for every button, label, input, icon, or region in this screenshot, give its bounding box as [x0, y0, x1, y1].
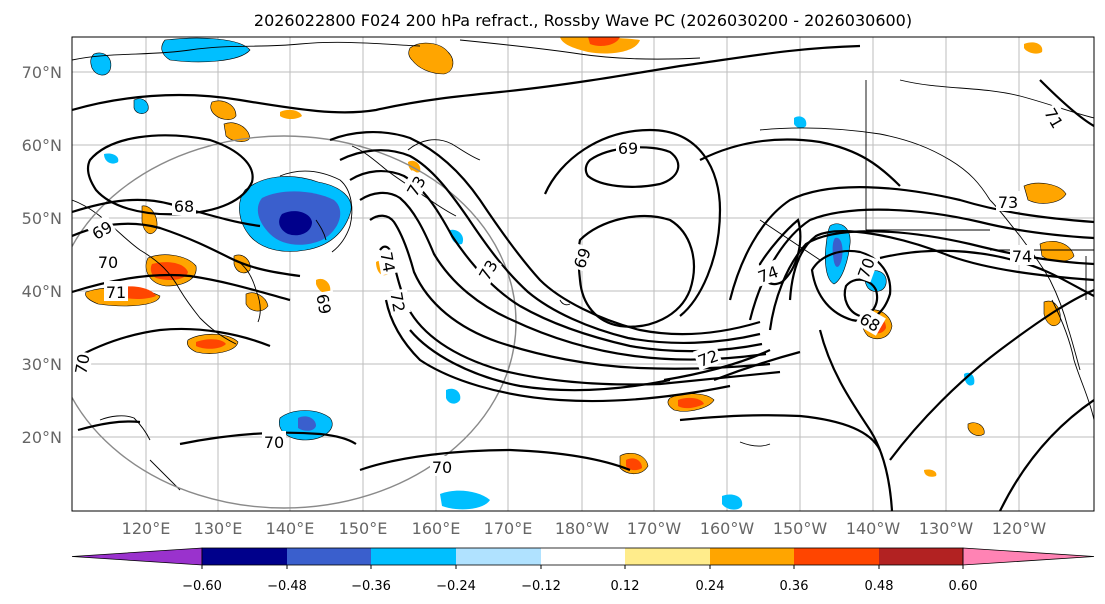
colorbar-tick-label: 0.36: [780, 579, 809, 594]
longitude-label: 140°E: [266, 519, 315, 538]
longitude-labels: 120°E 130°E 140°E 150°E 160°E 170°E 180°W 170°W…: [122, 519, 1047, 538]
latitude-label: 20°N: [22, 428, 62, 447]
colorbar-segment: [287, 548, 371, 565]
colorbar-tick-label: 0.60: [949, 579, 978, 594]
longitude-label: 130°E: [194, 519, 243, 538]
svg-text:70: 70: [432, 458, 452, 477]
latitude-label: 60°N: [22, 136, 62, 155]
colorbar-tick-label: −0.36: [351, 579, 391, 594]
contour-label: 74: [752, 259, 783, 287]
longitude-label: 170°E: [484, 519, 533, 538]
colorbar-tick-label: −0.24: [436, 579, 476, 594]
latitude-labels: 70°N 60°N 50°N 40°N 30°N 20°N: [22, 63, 62, 447]
contour-label: 69: [616, 137, 640, 158]
contour-label: 70: [851, 252, 879, 283]
contour-label: 72: [692, 343, 723, 371]
colorbar-segment: [456, 548, 541, 565]
map-frame: [71, 36, 1095, 512]
longitude-label: 120°E: [122, 519, 171, 538]
contour-label: 70: [430, 456, 454, 477]
longitude-label: 130°W: [919, 519, 974, 538]
svg-text:73: 73: [998, 193, 1018, 212]
map-title: 2026022800 F024 200 hPa refract., Rossby…: [254, 11, 912, 30]
contour-label: 70: [71, 350, 94, 378]
contour-label: 70: [96, 251, 120, 272]
longitude-label: 120°W: [992, 519, 1047, 538]
contour-label: 73: [996, 191, 1020, 212]
longitude-label: 150°E: [339, 519, 388, 538]
svg-text:70: 70: [98, 253, 118, 272]
contour-label: 68: [172, 195, 196, 216]
colorbar-tick-label: 0.24: [696, 579, 725, 594]
colorbar-tick-label: −0.12: [521, 579, 561, 594]
svg-text:70: 70: [264, 433, 284, 452]
colorbar-segment: [541, 548, 625, 565]
colorbar-tick-label: −0.48: [267, 579, 307, 594]
contour-label: 70: [262, 431, 286, 452]
svg-text:74: 74: [1012, 247, 1032, 266]
contour-label: 69: [312, 290, 337, 318]
svg-text:70: 70: [71, 352, 93, 375]
contour-label: 72: [386, 288, 411, 316]
svg-text:74: 74: [376, 250, 398, 273]
svg-text:72: 72: [386, 290, 408, 313]
contour-label: 71: [104, 281, 128, 302]
colorbar-segment: [371, 548, 456, 565]
longitude-label: 160°E: [412, 519, 461, 538]
colorbar-segment: [879, 548, 963, 565]
svg-text:71: 71: [106, 283, 126, 302]
colorbar-segment: [202, 548, 287, 565]
colorbar-tick-label: 0.48: [865, 579, 894, 594]
colorbar-segment: [710, 548, 794, 565]
colorbar-segment: [794, 548, 879, 565]
svg-text:69: 69: [618, 139, 638, 158]
colorbar-right-arrow: [962, 547, 1095, 566]
latitude-label: 50°N: [22, 209, 62, 228]
colorbar-segment: [625, 548, 710, 565]
longitude-label: 150°W: [773, 519, 828, 538]
longitude-label: 170°W: [627, 519, 682, 538]
latitude-label: 70°N: [22, 63, 62, 82]
latitude-label: 30°N: [22, 355, 62, 374]
svg-text:69: 69: [312, 292, 334, 315]
longitude-label: 140°W: [846, 519, 901, 538]
latitude-label: 40°N: [22, 282, 62, 301]
contour-label: 74: [1010, 245, 1034, 266]
colorbar: −0.60 −0.48 −0.36 −0.24 −0.12 0.12 0.24 0.36 0.4…: [71, 547, 1095, 594]
colorbar-left-arrow: [71, 547, 203, 566]
contour-label: 74: [376, 248, 401, 276]
longitude-label: 180°W: [555, 519, 610, 538]
longitude-label: 160°W: [700, 519, 755, 538]
svg-text:68: 68: [174, 197, 194, 216]
colorbar-tick-label: −0.60: [182, 579, 222, 594]
colorbar-tick-label: 0.12: [611, 579, 640, 594]
